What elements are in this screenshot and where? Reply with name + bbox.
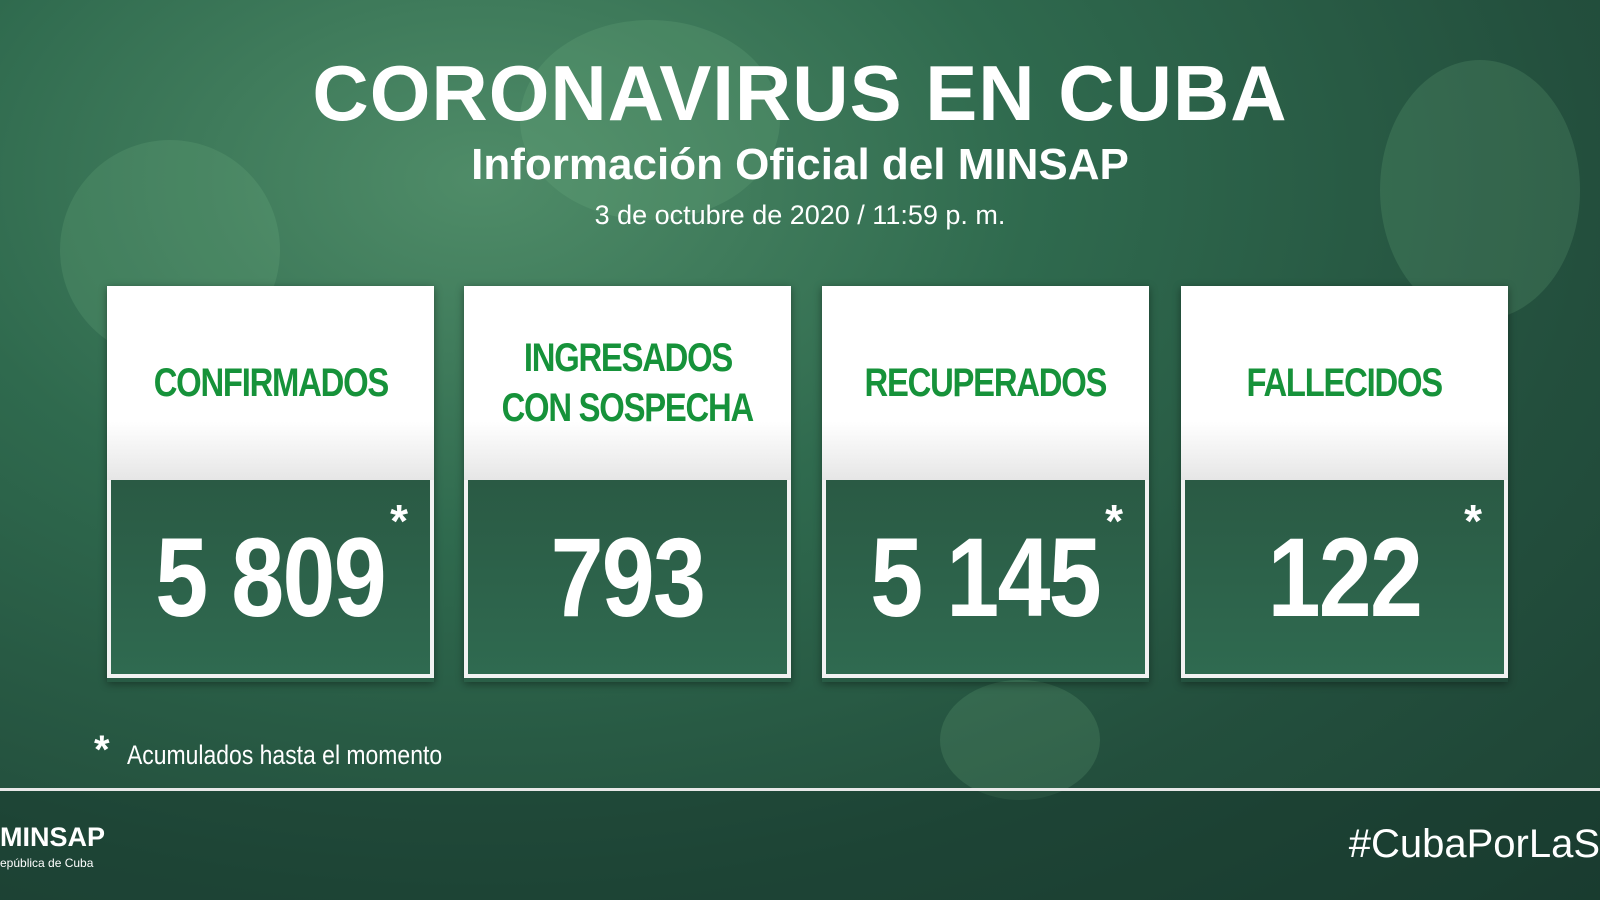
card-body: 793 <box>464 480 791 678</box>
card-header: FALLECIDOS <box>1181 286 1508 480</box>
date: 3 de octubre de 2020 / 11:59 p. m. <box>594 200 1006 230</box>
decor <box>520 20 780 220</box>
card-header: CONFIRMADOS <box>107 286 434 480</box>
card-label: RECUPERADOS <box>864 361 1108 405</box>
stat-card: INGRESADOS CON SOSPECHA 793 <box>464 286 791 682</box>
card-body: 5 809 * <box>107 480 434 678</box>
logo: MINSAP <box>0 822 106 852</box>
title: CORONAVIRUS EN CUBA <box>312 49 1288 137</box>
card-value: 5 145 <box>870 514 1102 640</box>
card-label: INGRESADOS <box>523 336 732 380</box>
card-header: INGRESADOS CON SOSPECHA <box>464 286 791 480</box>
subtitle: Información Oficial del MINSAP <box>471 140 1129 189</box>
card-body: 5 145 * <box>822 480 1149 678</box>
card-note: * <box>390 495 408 547</box>
card-note: * <box>1464 495 1482 547</box>
footer <box>0 791 1600 900</box>
card-label: CONFIRMADOS <box>153 361 389 405</box>
hashtag: #CubaPorLaS <box>1348 822 1600 866</box>
divider <box>0 788 1600 791</box>
card-header: RECUPERADOS <box>822 286 1149 480</box>
logo-subtitle: epública de Cuba <box>0 856 94 870</box>
card-body: 122 * <box>1181 480 1508 678</box>
stat-card: RECUPERADOS 5 145 * <box>822 286 1149 682</box>
card-value: 5 809 <box>155 514 387 640</box>
footnote: Acumulados hasta el momento <box>127 740 443 770</box>
stat-card: FALLECIDOS 122 * <box>1181 286 1508 682</box>
decor <box>940 680 1100 800</box>
card-label: FALLECIDOS <box>1246 361 1444 405</box>
card-note: * <box>1105 495 1123 547</box>
stat-card: CONFIRMADOS 5 809 * <box>107 286 434 682</box>
footnote-mark: * <box>94 728 110 772</box>
card-label: CON SOSPECHA <box>501 386 755 430</box>
card-value: 122 <box>1267 514 1423 640</box>
decor <box>1380 60 1580 320</box>
card-value: 793 <box>550 514 706 640</box>
